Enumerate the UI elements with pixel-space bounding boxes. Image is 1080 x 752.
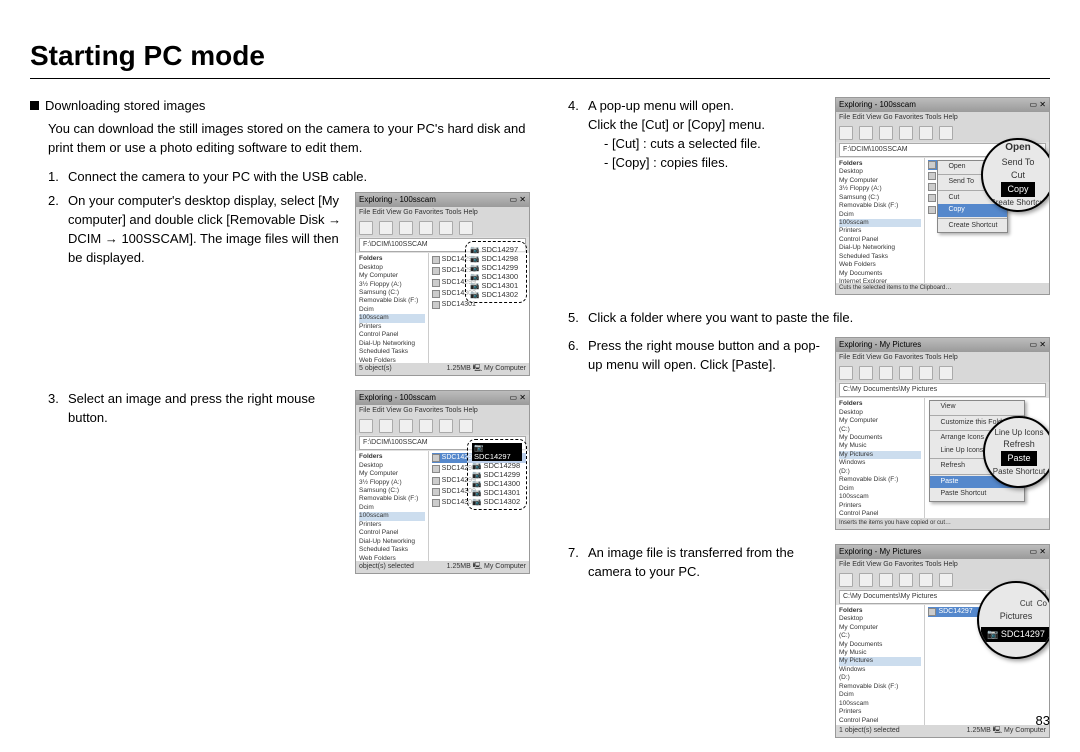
- window-title: Exploring - 100sscam: [359, 194, 436, 206]
- page-title: Starting PC mode: [30, 40, 1050, 79]
- toolbar-icon: [419, 221, 433, 235]
- page-number: 83: [1036, 713, 1050, 728]
- magnifier-copy: Open Send To Cut Copy Create Shortcut: [981, 138, 1050, 212]
- step-text: On your computer's desktop display, sele…: [68, 192, 345, 267]
- step-number: 5.: [568, 309, 582, 328]
- step-number: 1.: [48, 168, 62, 187]
- step-text: Press the right mouse button and a pop-u…: [588, 337, 825, 375]
- screenshot-explorer-3: Exploring - 100sscam▭ ✕ File Edit View G…: [835, 97, 1050, 295]
- section-label: Downloading stored images: [45, 97, 205, 116]
- toolbar: [356, 219, 529, 237]
- step-text: An image file is transferred from the ca…: [588, 544, 825, 582]
- step-text: Click a folder where you want to paste t…: [588, 309, 853, 328]
- step-number: 4.: [568, 97, 582, 172]
- file-icon: [432, 279, 440, 287]
- toolbar-icon: [399, 221, 413, 235]
- screenshot-explorer-4: Exploring - My Pictures▭ ✕ File Edit Vie…: [835, 337, 1050, 530]
- window-controls-icon: ▭ ✕: [510, 194, 526, 206]
- file-icon: [432, 290, 440, 298]
- content-columns: Downloading stored images You can downlo…: [30, 97, 1050, 752]
- step-number: 7.: [568, 544, 582, 582]
- toolbar-icon: [359, 221, 373, 235]
- step-text: Connect the camera to your PC with the U…: [68, 168, 367, 187]
- magnifier-paste: Line Up Icons Refresh Paste Paste Shortc…: [983, 416, 1050, 488]
- screenshot-explorer-2: Exploring - 100sscam▭ ✕ File Edit View G…: [355, 390, 530, 574]
- toolbar-icon: [379, 221, 393, 235]
- step-text: Select an image and press the right mous…: [68, 390, 345, 428]
- callout-file-list: 📷 SDC14297 📷 SDC14298 📷 SDC14299 📷 SDC14…: [465, 241, 527, 303]
- file-icon: [432, 301, 440, 309]
- right-column: 4. A pop-up menu will open. Click the [C…: [550, 97, 1050, 752]
- callout-file-list-sel: 📷 SDC14297 📷 SDC14298 📷 SDC14299 📷 SDC14…: [467, 439, 527, 510]
- magnifier-result: Cut Co Pictures 📷 SDC14297: [977, 581, 1050, 659]
- toolbar-icon: [439, 221, 453, 235]
- intro-text: You can download the still images stored…: [48, 120, 530, 158]
- toolbar-icon: [459, 221, 473, 235]
- folder-tree: Folders Desktop My Computer 3½ Floppy (A…: [356, 253, 429, 363]
- menu-bar: File Edit View Go Favorites Tools Help: [356, 207, 529, 219]
- left-column: Downloading stored images You can downlo…: [30, 97, 530, 752]
- step-number: 2.: [48, 192, 62, 267]
- square-bullet-icon: [30, 101, 39, 110]
- step-number: 6.: [568, 337, 582, 375]
- file-icon: [432, 267, 440, 275]
- screenshot-explorer-5: Exploring - My Pictures▭ ✕ File Edit Vie…: [835, 544, 1050, 738]
- screenshot-explorer-1: Exploring - 100sscam ▭ ✕ File Edit View G…: [355, 192, 530, 376]
- file-icon: [432, 256, 440, 264]
- step-number: 3.: [48, 390, 62, 428]
- step-text: A pop-up menu will open. Click the [Cut]…: [588, 97, 765, 172]
